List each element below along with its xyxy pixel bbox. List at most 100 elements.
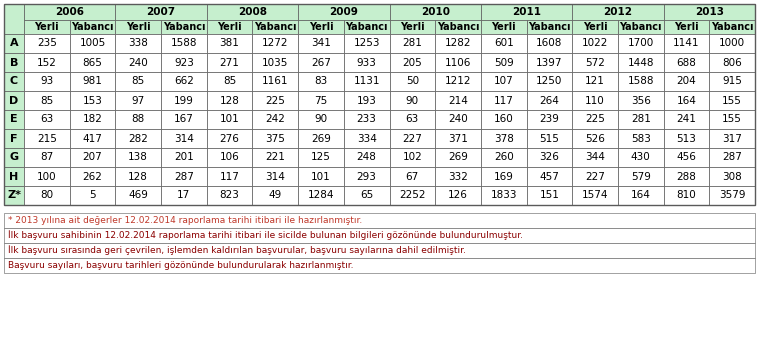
Bar [24, 53, 70, 72]
Bar [618, 186, 663, 205]
Bar [572, 53, 618, 72]
Bar [206, 20, 253, 34]
Text: 225: 225 [585, 115, 605, 124]
Bar [618, 129, 663, 148]
Text: 80: 80 [40, 190, 53, 201]
Bar [4, 53, 24, 72]
Bar [618, 72, 663, 91]
Text: 293: 293 [357, 171, 376, 182]
Text: 50: 50 [406, 76, 419, 86]
Bar [24, 20, 70, 34]
Text: 332: 332 [448, 171, 468, 182]
Text: 314: 314 [266, 171, 285, 182]
Text: 1250: 1250 [536, 76, 562, 86]
Text: 97: 97 [131, 96, 145, 105]
Text: 107: 107 [494, 76, 514, 86]
Bar [572, 72, 618, 91]
Bar [115, 129, 161, 148]
Text: 101: 101 [311, 171, 331, 182]
Bar [389, 110, 435, 129]
Bar [572, 110, 618, 129]
Text: 1035: 1035 [262, 57, 288, 68]
Text: 169: 169 [494, 171, 514, 182]
Bar [481, 72, 527, 91]
Bar [572, 91, 618, 110]
Text: E: E [10, 115, 17, 124]
Text: 1588: 1588 [171, 38, 197, 49]
Bar [115, 148, 161, 167]
Text: 83: 83 [314, 76, 328, 86]
Text: 1022: 1022 [582, 38, 608, 49]
Text: 164: 164 [631, 190, 650, 201]
Text: Yabancı: Yabancı [254, 22, 297, 32]
Bar [527, 167, 572, 186]
Text: 90: 90 [314, 115, 328, 124]
Bar [161, 91, 206, 110]
Bar [4, 72, 24, 91]
Text: 865: 865 [83, 57, 102, 68]
Bar [435, 148, 481, 167]
Text: 2007: 2007 [146, 7, 175, 17]
Bar [481, 186, 527, 205]
Text: 248: 248 [357, 153, 376, 163]
Bar [206, 186, 253, 205]
Bar [572, 34, 618, 53]
Text: 923: 923 [174, 57, 194, 68]
Bar [435, 110, 481, 129]
Bar [572, 167, 618, 186]
Text: * 2013 yılına ait değerler 12.02.2014 raporlama tarihi itibari ile hazırlanmıştı: * 2013 yılına ait değerler 12.02.2014 ra… [8, 216, 362, 225]
Bar [161, 129, 206, 148]
Bar [70, 110, 115, 129]
Text: 260: 260 [494, 153, 514, 163]
Text: 199: 199 [174, 96, 194, 105]
Bar [115, 34, 161, 53]
Text: 193: 193 [357, 96, 376, 105]
Text: 63: 63 [40, 115, 53, 124]
Text: H: H [9, 171, 19, 182]
Bar [24, 91, 70, 110]
Text: 810: 810 [676, 190, 696, 201]
Text: 110: 110 [585, 96, 605, 105]
Bar [344, 53, 389, 72]
Bar [389, 186, 435, 205]
Text: 1574: 1574 [582, 190, 609, 201]
Bar [710, 20, 755, 34]
Text: 106: 106 [219, 153, 240, 163]
Text: 981: 981 [83, 76, 102, 86]
Bar [115, 186, 161, 205]
Text: 1397: 1397 [536, 57, 562, 68]
Text: Yerli: Yerli [583, 22, 607, 32]
Text: Yabancı: Yabancı [345, 22, 388, 32]
Bar [298, 34, 344, 53]
Bar [115, 4, 206, 20]
Bar [298, 4, 389, 20]
Bar [344, 91, 389, 110]
Bar [527, 91, 572, 110]
Bar [618, 34, 663, 53]
Text: 93: 93 [40, 76, 53, 86]
Text: 356: 356 [631, 96, 650, 105]
Text: Yerli: Yerli [400, 22, 424, 32]
Text: 281: 281 [631, 115, 650, 124]
Bar [115, 53, 161, 72]
Text: 101: 101 [219, 115, 240, 124]
Bar [115, 72, 161, 91]
Bar [710, 167, 755, 186]
Text: 155: 155 [723, 115, 742, 124]
Text: 526: 526 [585, 134, 605, 143]
Text: 2252: 2252 [399, 190, 426, 201]
Bar [663, 91, 710, 110]
Text: 371: 371 [448, 134, 468, 143]
Bar [344, 167, 389, 186]
Bar [253, 129, 298, 148]
Bar [4, 228, 755, 243]
Bar [253, 53, 298, 72]
Text: 88: 88 [131, 115, 145, 124]
Text: 2012: 2012 [603, 7, 632, 17]
Bar [389, 53, 435, 72]
Text: 2013: 2013 [694, 7, 724, 17]
Text: 167: 167 [174, 115, 194, 124]
Text: 240: 240 [448, 115, 468, 124]
Text: 5: 5 [90, 190, 96, 201]
Text: Yerli: Yerli [126, 22, 150, 32]
